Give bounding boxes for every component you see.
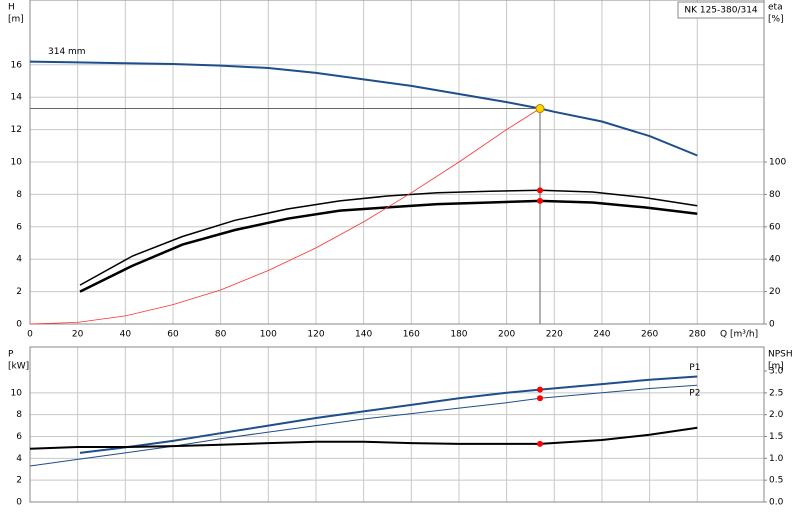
y-tick-label: 10	[11, 388, 23, 398]
y2-tick-label: 60	[769, 222, 781, 232]
y-tick-label: 4	[16, 454, 22, 464]
series-label: P2	[689, 389, 700, 399]
y2-tick-label: 100	[769, 158, 786, 168]
y2-tick-label: 1.5	[769, 432, 783, 442]
x-tick-label: 140	[355, 330, 372, 340]
y2-tick-label: 80	[769, 190, 781, 200]
y-tick-label: 2	[16, 287, 22, 297]
y2-tick-label: 0.5	[769, 476, 783, 486]
series-line	[29, 426, 698, 450]
operating-point	[535, 104, 545, 114]
x-tick-label: 220	[546, 330, 563, 340]
y-tick-label: 2	[16, 476, 22, 486]
chart-title: NK 125-380/314	[684, 6, 758, 16]
y2-tick-label: 3.0	[769, 367, 784, 377]
series-line	[29, 384, 698, 467]
x-tick-label: 40	[120, 330, 132, 340]
y2-tick-label: 2.5	[769, 388, 783, 398]
series-label: P1	[689, 363, 700, 373]
y2-tick-label: 0.0	[769, 498, 784, 508]
y-tick-label: 4	[16, 255, 22, 265]
operating-point	[536, 395, 543, 402]
y-tick-label: 6	[16, 222, 22, 232]
y-tick-label: 12	[11, 125, 22, 135]
operating-point	[536, 197, 543, 204]
operating-point	[536, 187, 543, 194]
y2-tick-label: 40	[769, 255, 781, 265]
y2-tick-label: 0	[769, 320, 775, 330]
plot-frame	[29, 0, 765, 325]
y-axis-label: H	[8, 3, 15, 13]
series-line	[79, 375, 698, 454]
x-tick-label: 280	[689, 330, 706, 340]
y2-axis-label: NPSH	[768, 350, 793, 360]
y2-tick-label: 20	[769, 287, 781, 297]
x-tick-label: 0	[27, 330, 33, 340]
x-tick-label: 60	[167, 330, 179, 340]
y-tick-label: 6	[16, 432, 22, 442]
x-axis-label: Q [m³/h]	[720, 330, 758, 340]
y-axis-label: [m]	[8, 15, 24, 25]
x-tick-label: 80	[215, 330, 227, 340]
y2-tick-label: 2.0	[769, 410, 784, 420]
x-tick-label: 100	[260, 330, 277, 340]
x-tick-label: 260	[641, 330, 658, 340]
y-axis-label: [kW]	[8, 362, 29, 372]
x-tick-label: 160	[403, 330, 420, 340]
y-tick-label: 10	[11, 158, 23, 168]
y2-tick-label: 1.0	[769, 454, 784, 464]
operating-point	[536, 386, 543, 393]
series-line	[29, 60, 698, 157]
x-tick-label: 180	[450, 330, 467, 340]
title-box	[677, 1, 765, 19]
x-tick-label: 120	[307, 330, 324, 340]
operating-point	[536, 440, 543, 447]
plot-frame	[29, 346, 765, 503]
series-line	[79, 189, 698, 286]
y2-axis-label: [m]	[768, 362, 784, 372]
y-tick-label: 0	[16, 320, 22, 330]
x-tick-label: 20	[72, 330, 84, 340]
y-tick-label: 8	[16, 190, 22, 200]
y-axis-label: P	[8, 350, 14, 360]
y-tick-label: 0	[16, 498, 22, 508]
y2-axis-label: [%]	[768, 15, 784, 25]
x-tick-label: 200	[498, 330, 515, 340]
y-tick-label: 8	[16, 410, 22, 420]
y-tick-label: 14	[11, 93, 23, 103]
series-label: 314 mm	[48, 47, 86, 57]
y-tick-label: 16	[11, 60, 23, 70]
series-line	[29, 108, 541, 325]
y2-axis-label: eta	[768, 3, 783, 13]
x-tick-label: 240	[593, 330, 610, 340]
